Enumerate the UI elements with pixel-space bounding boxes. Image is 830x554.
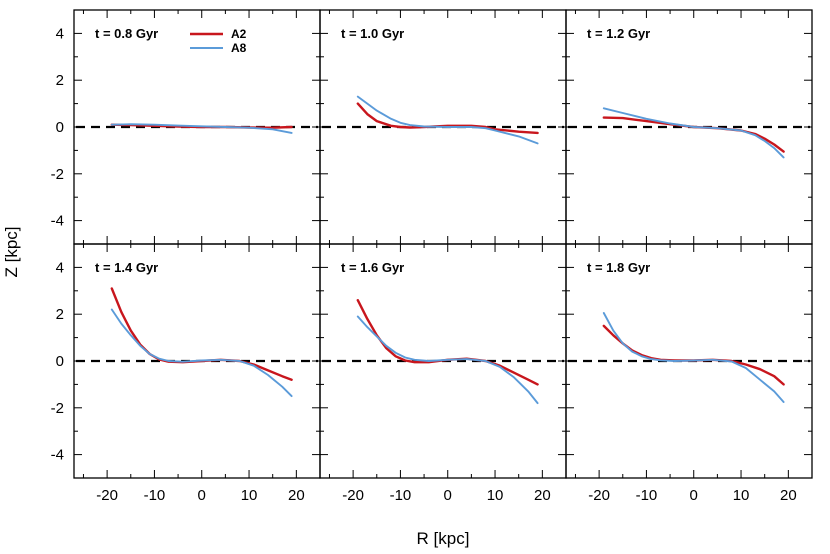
- x-tick-label: 10: [241, 487, 258, 504]
- legend-label-a2: A2: [231, 27, 247, 41]
- x-tick-label: 20: [534, 487, 551, 504]
- panel-6: -20 -10 0 10 20 t = 1.8 Gyr: [565, 243, 813, 504]
- x-tick-label: 10: [487, 487, 504, 504]
- x-tick-label: 0: [444, 487, 452, 504]
- x-tick-label: -20: [96, 487, 118, 504]
- series-line-a8: [602, 107, 785, 159]
- panel-label: t = 1.8 Gyr: [587, 260, 650, 275]
- x-tick-label: -20: [342, 487, 364, 504]
- panel-label: t = 1.6 Gyr: [341, 260, 404, 275]
- x-tick-label: 10: [733, 487, 750, 504]
- y-tick-label: -4: [51, 213, 64, 230]
- panel-label: t = 1.4 Gyr: [95, 260, 158, 275]
- y-tick-label: 4: [56, 25, 64, 42]
- panel-5: -20 -10 0 10 20 t = 1.6 Gyr: [319, 243, 567, 504]
- legend-label-a8: A8: [231, 41, 247, 55]
- panel-label: t = 1.0 Gyr: [341, 26, 404, 41]
- series-line-a2: [602, 324, 785, 386]
- x-tick-label: 0: [690, 487, 698, 504]
- y-tick-label: -2: [51, 400, 64, 417]
- series-line-a2: [110, 287, 293, 381]
- series-line-a2: [356, 299, 539, 386]
- x-axis-title: R [kpc]: [417, 529, 470, 548]
- x-tick-label: -10: [390, 487, 412, 504]
- series-line-a8: [356, 315, 539, 405]
- x-tick-label: 20: [780, 487, 797, 504]
- series-line-a8: [110, 123, 293, 134]
- y-tick-label: 0: [56, 119, 64, 136]
- series-line-a8: [110, 308, 293, 398]
- panel-label: t = 0.8 Gyr: [95, 26, 158, 41]
- y-axis-title: Z [kpc]: [2, 226, 21, 277]
- series-line-a2: [602, 116, 785, 153]
- series-line-a8: [602, 312, 785, 403]
- y-tick-label: -2: [51, 166, 64, 183]
- x-tick-label: -20: [588, 487, 610, 504]
- x-tick-label: 20: [288, 487, 305, 504]
- panel-label: t = 1.2 Gyr: [587, 26, 650, 41]
- x-tick-label: -10: [636, 487, 658, 504]
- y-tick-label: 0: [56, 353, 64, 370]
- x-tick-label: 0: [198, 487, 206, 504]
- y-tick-label: -4: [51, 447, 64, 464]
- y-tick-label: 2: [56, 72, 64, 89]
- panel-2: t = 1.0 Gyr: [319, 9, 567, 245]
- x-tick-label: -10: [144, 487, 166, 504]
- series-line-a8: [356, 95, 539, 145]
- y-tick-label: 2: [56, 306, 64, 323]
- series-line-a2: [356, 102, 539, 135]
- y-tick-label: 4: [56, 259, 64, 276]
- panel-3: t = 1.2 Gyr: [565, 9, 813, 245]
